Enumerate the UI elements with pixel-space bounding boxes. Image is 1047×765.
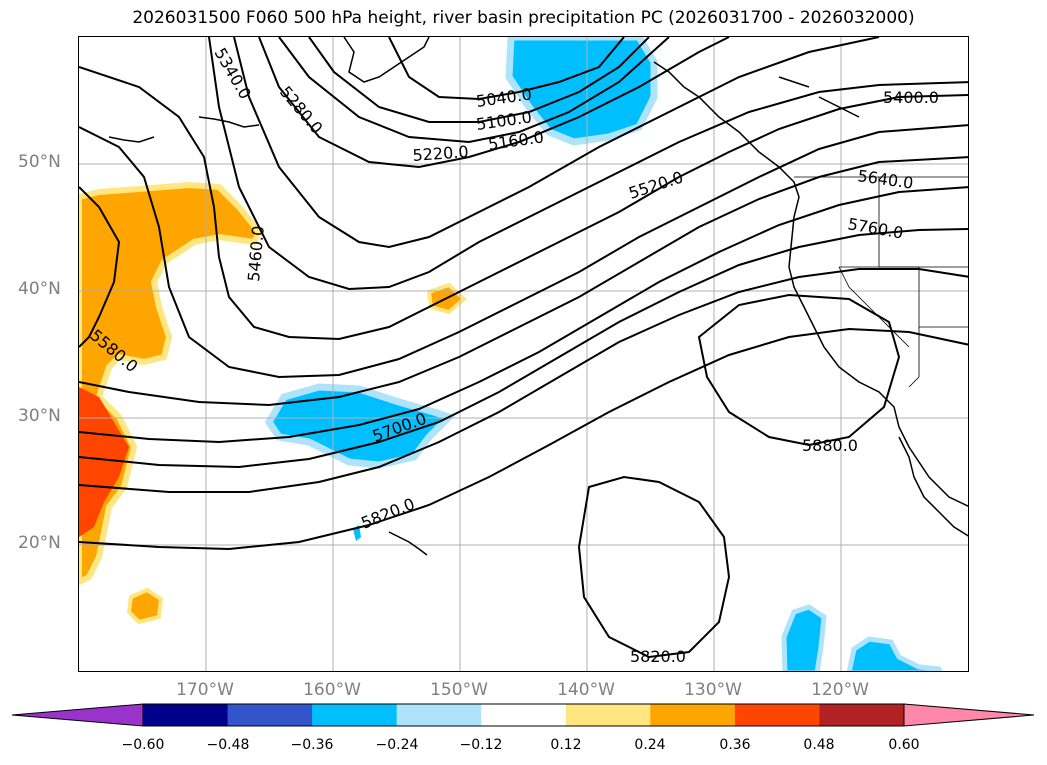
contour-5400	[79, 66, 968, 341]
contour-label: 5820.0	[630, 647, 686, 666]
contour-label: 5220.0	[412, 142, 469, 165]
colorbar-tick: −0.60	[121, 737, 165, 753]
contour-5880-high	[697, 293, 901, 447]
contour-5040	[388, 37, 625, 101]
colorbar-segment	[819, 704, 905, 726]
contour-5340	[208, 37, 968, 291]
contour-5580	[79, 156, 968, 407]
lon-label: 160°W	[303, 680, 361, 700]
contour-label: 5640.0	[856, 166, 914, 193]
map-canvas: 5040.0 5100.0 5160.0 5220.0 5340.0 5280.…	[79, 37, 968, 671]
colorbar-segment	[227, 704, 313, 726]
map-panel[interactable]: 5040.0 5100.0 5160.0 5220.0 5340.0 5280.…	[78, 36, 969, 672]
lat-label: 50°N	[18, 152, 61, 172]
contour-5460	[79, 124, 968, 379]
contour-label: 5760.0	[846, 214, 904, 242]
contour-5220	[258, 37, 730, 169]
contour-label: 5280.0	[276, 82, 327, 137]
lat-label: 30°N	[18, 406, 61, 426]
contour-label: 5820.0	[358, 494, 417, 533]
contour-label: 5460.0	[244, 225, 268, 282]
contour-5280	[233, 37, 880, 249]
contour-5100	[308, 37, 650, 123]
colorbar	[11, 703, 1035, 727]
positive-anomaly-small-2	[126, 587, 164, 625]
colorbar-tick: 0.48	[803, 737, 835, 753]
contour-label: 5040.0	[475, 84, 533, 111]
contour-label: 5400.0	[883, 88, 939, 107]
positive-anomaly-west-core	[79, 387, 129, 537]
lon-label: 120°W	[811, 680, 869, 700]
colorbar-segment	[650, 704, 736, 726]
colorbar-tick: 0.36	[719, 737, 751, 753]
colorbar-segments	[11, 703, 1035, 727]
colorbar-arrow-right	[903, 703, 1035, 727]
colorbar-tick: −0.24	[375, 737, 419, 753]
contour-label: 5880.0	[802, 436, 858, 455]
positive-anomaly-west	[79, 181, 263, 586]
colorbar-tick: −0.36	[290, 737, 334, 753]
coastlines	[108, 37, 968, 556]
contour-5700	[79, 228, 968, 469]
map-title: 2026031500 F060 500 hPa height, river ba…	[132, 8, 915, 28]
contour-5820-south	[577, 475, 731, 659]
negative-anomaly-southeast	[781, 604, 827, 671]
colorbar-tick: 0.24	[634, 737, 666, 753]
colorbar-tick: 0.60	[888, 737, 920, 753]
lon-label: 140°W	[557, 680, 615, 700]
lat-label: 20°N	[18, 533, 61, 553]
colorbar-tick: 0.12	[550, 737, 582, 753]
contour-5520	[79, 186, 121, 348]
colorbar-segment	[565, 704, 651, 726]
lon-label: 130°W	[684, 680, 742, 700]
contour-5640	[79, 186, 968, 444]
colorbar-segment	[481, 704, 567, 726]
state-borders	[794, 176, 968, 388]
colorbar-segment	[143, 704, 229, 726]
precip-shading	[79, 37, 943, 671]
colorbar-segment	[312, 704, 398, 726]
colorbar-segment	[396, 704, 482, 726]
colorbar-arrow-left	[11, 703, 144, 727]
colorbar-segment	[734, 704, 820, 726]
contour-5760	[79, 268, 968, 493]
colorbar-tick: −0.48	[206, 737, 250, 753]
graticule	[79, 37, 968, 671]
negative-anomaly-southeast-2	[846, 636, 943, 671]
colorbar-tick: −0.12	[459, 737, 503, 753]
lon-label: 170°W	[176, 680, 234, 700]
contour-5160	[278, 37, 670, 144]
lon-label: 150°W	[430, 680, 488, 700]
lat-label: 40°N	[18, 279, 61, 299]
contour-5820	[79, 327, 968, 551]
height-contours	[79, 37, 968, 659]
contour-label: 5520.0	[626, 167, 685, 202]
